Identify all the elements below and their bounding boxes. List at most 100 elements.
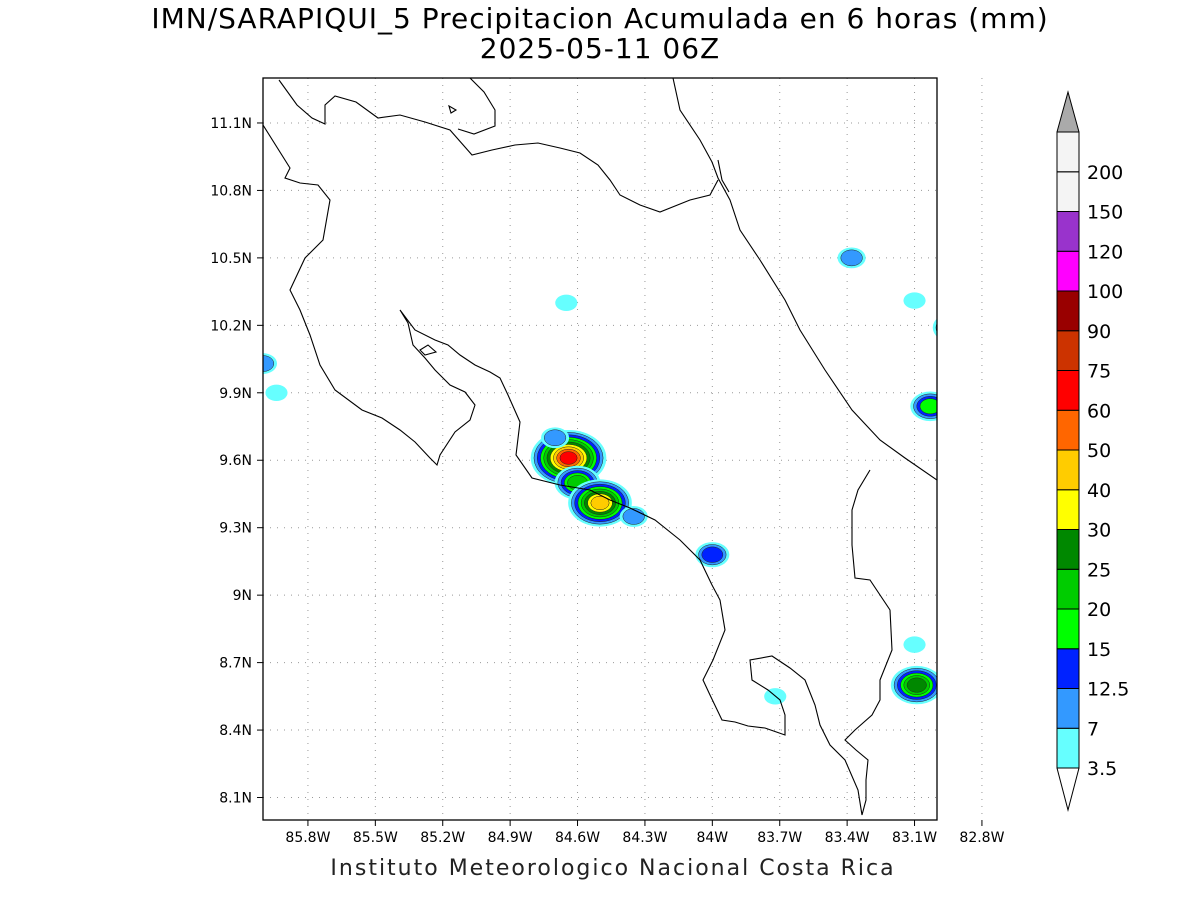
precip-contour bbox=[978, 328, 1012, 353]
precip-contour bbox=[935, 322, 937, 333]
precip-contour bbox=[840, 249, 863, 267]
legend-label: 75 bbox=[1087, 361, 1111, 383]
lon-tick-label: 82.8W bbox=[959, 830, 1004, 846]
pacific-coast bbox=[263, 124, 893, 816]
legend-label: 150 bbox=[1087, 202, 1123, 224]
lat-tick-label: 10.2N bbox=[210, 318, 252, 334]
legend-label: 200 bbox=[1087, 162, 1123, 184]
lon-tick-label: 84.3W bbox=[622, 830, 667, 846]
precip-contour bbox=[985, 333, 1006, 349]
legend-label: 120 bbox=[1087, 241, 1123, 263]
legend-label: 40 bbox=[1087, 480, 1111, 502]
precip-contour bbox=[950, 437, 982, 461]
legend-swatch bbox=[1056, 211, 1080, 252]
precip-contour bbox=[939, 686, 967, 707]
lat-tick-label: 9.6N bbox=[219, 453, 252, 469]
precip-contour bbox=[263, 355, 275, 372]
precip-contour bbox=[953, 439, 979, 458]
precip-contour bbox=[939, 318, 966, 338]
precip-contour bbox=[979, 495, 1007, 516]
map-subtitle: 2025-05-11 06Z bbox=[479, 32, 721, 65]
legend-swatch bbox=[1056, 568, 1080, 610]
legend-swatch bbox=[1056, 727, 1080, 769]
lon-tick-label: 85.2W bbox=[420, 830, 465, 846]
precip-contour bbox=[944, 338, 983, 367]
legend-label: 50 bbox=[1087, 440, 1111, 462]
precip-contour bbox=[972, 360, 1018, 394]
precip-contour bbox=[559, 451, 578, 465]
lat-tick-label: 9N bbox=[233, 588, 252, 604]
precip-contour bbox=[982, 331, 1010, 351]
legend-label: 25 bbox=[1087, 559, 1111, 581]
precip-contour bbox=[947, 340, 980, 364]
footer-credit: Instituto Meteorologico Nacional Costa R… bbox=[330, 856, 896, 881]
map-title: IMN/SARAPIQUI_5 Precipitacion Acumulada … bbox=[151, 2, 1049, 35]
precip-contour bbox=[951, 343, 977, 363]
lat-tick-label: 8.4N bbox=[219, 723, 252, 739]
legend-label: 12.5 bbox=[1087, 679, 1129, 701]
precip-contour bbox=[906, 677, 927, 693]
nicaragua-lake-shore bbox=[278, 79, 719, 213]
precip-contour bbox=[947, 435, 986, 464]
precip-contour bbox=[976, 362, 1015, 391]
precip-contour bbox=[956, 442, 975, 456]
legend-swatch bbox=[1056, 370, 1080, 411]
precip-contour bbox=[954, 345, 974, 360]
legend-swatch bbox=[1056, 648, 1080, 689]
lat-tick-label: 10.8N bbox=[210, 183, 252, 199]
legend-label: 15 bbox=[1087, 639, 1111, 661]
precip-contour bbox=[1016, 684, 1038, 700]
precip-contour bbox=[985, 370, 1005, 385]
lat-tick-label: 8.7N bbox=[219, 656, 252, 672]
precip-contour bbox=[979, 365, 1012, 389]
legend-label: 20 bbox=[1087, 599, 1111, 621]
legend-label: 3.5 bbox=[1087, 758, 1117, 780]
legend-swatch bbox=[1056, 489, 1080, 530]
lake-island bbox=[448, 104, 458, 114]
precip-contour bbox=[544, 429, 567, 447]
caribbean-coast bbox=[672, 78, 937, 481]
legend-swatch bbox=[1056, 131, 1080, 173]
precip-contour bbox=[942, 320, 963, 335]
graticule-grid bbox=[263, 78, 983, 820]
legend-swatch bbox=[1056, 250, 1080, 292]
colorbar-legend: 3.5 7 12.5 15 20 25 30 40 50 60 75 90 100 120 150 200 bbox=[1056, 90, 1129, 812]
precip-contour bbox=[982, 497, 1004, 513]
legend-label: 30 bbox=[1087, 520, 1111, 542]
precip-contour bbox=[265, 384, 288, 401]
lon-tick-label: 85.5W bbox=[353, 830, 398, 846]
legend-swatch bbox=[1056, 171, 1080, 212]
precip-contour bbox=[701, 546, 724, 563]
precip-contour bbox=[919, 398, 937, 415]
precip-contour bbox=[982, 367, 1008, 387]
precip-contour bbox=[942, 688, 964, 704]
precip-contour bbox=[932, 318, 937, 337]
legend-swatch bbox=[1056, 529, 1080, 570]
legend-swatch bbox=[1056, 608, 1080, 650]
nicoya-inner bbox=[419, 344, 438, 356]
map-frame bbox=[262, 77, 938, 821]
lon-tick-label: 83.7W bbox=[757, 830, 802, 846]
lon-tick-label: 84.9W bbox=[488, 830, 533, 846]
lat-tick-label: 10.5N bbox=[210, 251, 252, 267]
legend-swatch bbox=[1056, 290, 1080, 332]
lon-tick-label: 83.4W bbox=[825, 830, 870, 846]
nicaragua-north-coast bbox=[457, 78, 496, 135]
legend-label: 60 bbox=[1087, 400, 1111, 422]
coastlines bbox=[263, 78, 937, 816]
legend-swatch bbox=[1056, 449, 1080, 491]
lon-tick-label: 83.1W bbox=[892, 830, 937, 846]
lon-tick-label: 85.8W bbox=[285, 830, 330, 846]
precipitation-field bbox=[263, 247, 1038, 707]
lat-tick-label: 11.1N bbox=[210, 116, 252, 132]
precip-contour bbox=[555, 294, 578, 312]
precip-contour bbox=[903, 636, 926, 653]
legend-label: 7 bbox=[1087, 718, 1099, 740]
legend-swatch bbox=[1056, 330, 1080, 371]
lon-tick-label: 84W bbox=[696, 830, 728, 846]
legend-label: 90 bbox=[1087, 321, 1111, 343]
precip-contour bbox=[940, 430, 992, 468]
precip-contour bbox=[903, 292, 926, 309]
precip-contour bbox=[984, 531, 1006, 547]
lat-tick-label: 9.3N bbox=[219, 521, 252, 537]
